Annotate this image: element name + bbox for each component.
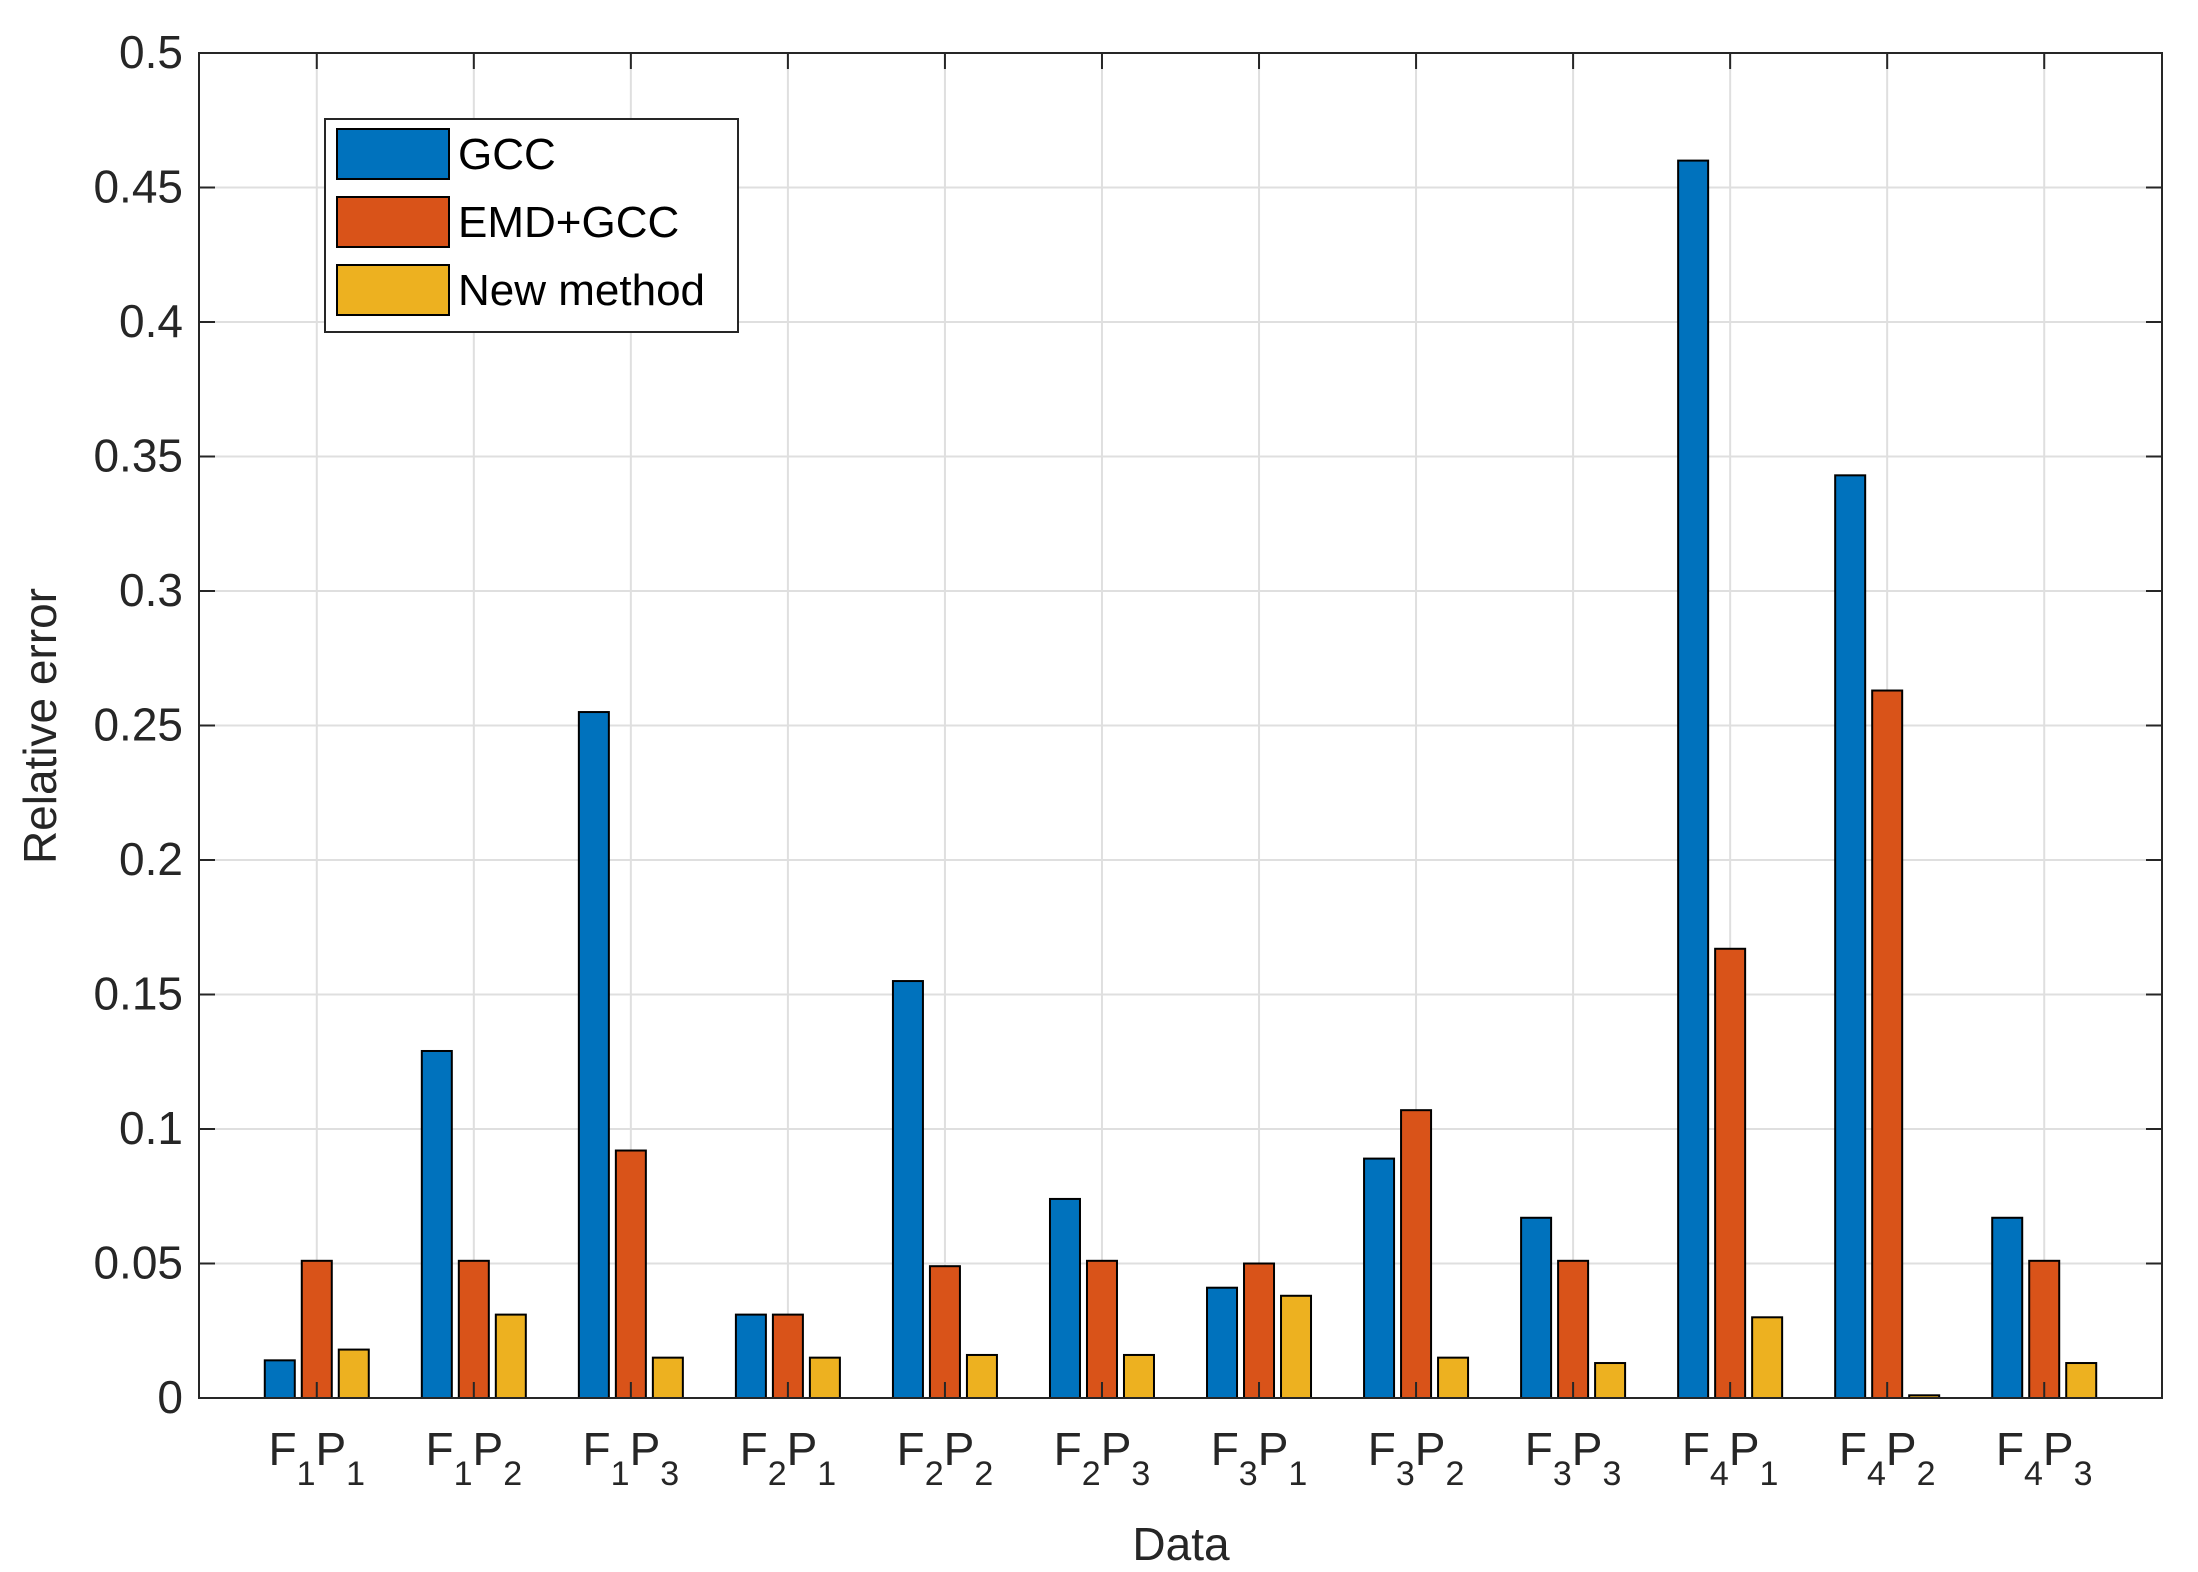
bar — [1677, 159, 1710, 1400]
bar — [1243, 1262, 1276, 1399]
bar — [1400, 1109, 1433, 1400]
x-tick-label: F2P2 — [897, 1423, 994, 1493]
y-tick-label: 0 — [157, 1371, 183, 1423]
x-tick-label: F3P1 — [1211, 1423, 1308, 1493]
legend-swatch — [336, 196, 450, 248]
x-tick-label: F1P2 — [425, 1423, 522, 1493]
bar — [1834, 474, 1867, 1399]
y-tick-label: 0.35 — [93, 430, 183, 482]
bar — [300, 1259, 333, 1400]
x-tick-label: F4P1 — [1682, 1423, 1779, 1493]
bar — [1871, 689, 1904, 1399]
bar — [2028, 1259, 2061, 1400]
bar — [337, 1348, 370, 1399]
y-tick-label: 0.2 — [119, 833, 183, 885]
bar — [420, 1049, 453, 1399]
bar — [614, 1149, 647, 1400]
legend-swatch — [336, 128, 450, 180]
bar — [651, 1356, 684, 1400]
y-tick-label: 0.25 — [93, 699, 183, 751]
bar — [1594, 1362, 1627, 1400]
legend-swatch — [336, 264, 450, 316]
x-tick-labels: F1P1 F1P2 F1P3 F2P1 F2P2 F2P3 F3P1 F3P2 F3P3 F4P1… — [268, 1423, 2092, 1493]
legend-label: GCC — [458, 130, 556, 179]
bar — [808, 1356, 841, 1400]
legend-label: EMD+GCC — [458, 198, 679, 247]
x-tick-label: F1P1 — [268, 1423, 365, 1493]
bar — [263, 1359, 296, 1399]
bar — [1280, 1294, 1313, 1400]
bar — [1991, 1216, 2024, 1400]
x-tick-label: F3P3 — [1525, 1423, 1622, 1493]
x-tick-label: F1P3 — [583, 1423, 680, 1493]
legend-label: New method — [458, 266, 705, 315]
bar — [1714, 947, 1747, 1400]
y-tick-label: 0.5 — [119, 26, 183, 78]
bar — [928, 1265, 961, 1399]
bar — [1520, 1216, 1553, 1400]
bar — [457, 1259, 490, 1400]
bar — [1557, 1259, 1590, 1400]
bar — [1437, 1356, 1470, 1400]
bar — [494, 1313, 527, 1399]
bar — [2065, 1362, 2098, 1400]
bar — [891, 980, 924, 1399]
legend: GCC EMD+GCC New method — [324, 118, 739, 333]
y-tick-label: 0.45 — [93, 161, 183, 213]
x-tick-label: F3P2 — [1368, 1423, 1465, 1493]
bar — [965, 1353, 998, 1399]
y-tick-labels: 0 0.05 0.1 0.15 0.2 0.25 0.3 0.35 0.4 0.45 0.5 — [93, 26, 183, 1423]
ticks — [199, 52, 2162, 1399]
x-tick-label: F4P3 — [1996, 1423, 2093, 1493]
bar — [1048, 1197, 1081, 1399]
bar — [1122, 1353, 1155, 1399]
y-tick-label: 0.15 — [93, 968, 183, 1020]
bar — [577, 711, 610, 1399]
y-tick-label: 0.1 — [119, 1102, 183, 1154]
y-axis-title: Relative error — [14, 588, 66, 864]
y-tick-label: 0.05 — [93, 1237, 183, 1289]
x-axis-title: Data — [1132, 1518, 1230, 1570]
bar — [1751, 1316, 1784, 1400]
x-tick-label: F2P3 — [1054, 1423, 1151, 1493]
bar — [1085, 1259, 1118, 1400]
bar — [1206, 1286, 1239, 1399]
bar — [1363, 1157, 1396, 1399]
y-tick-label: 0.4 — [119, 295, 183, 347]
y-tick-label: 0.3 — [119, 564, 183, 616]
x-tick-label: F2P1 — [740, 1423, 837, 1493]
x-tick-label: F4P2 — [1839, 1423, 1936, 1493]
bar — [734, 1313, 767, 1399]
